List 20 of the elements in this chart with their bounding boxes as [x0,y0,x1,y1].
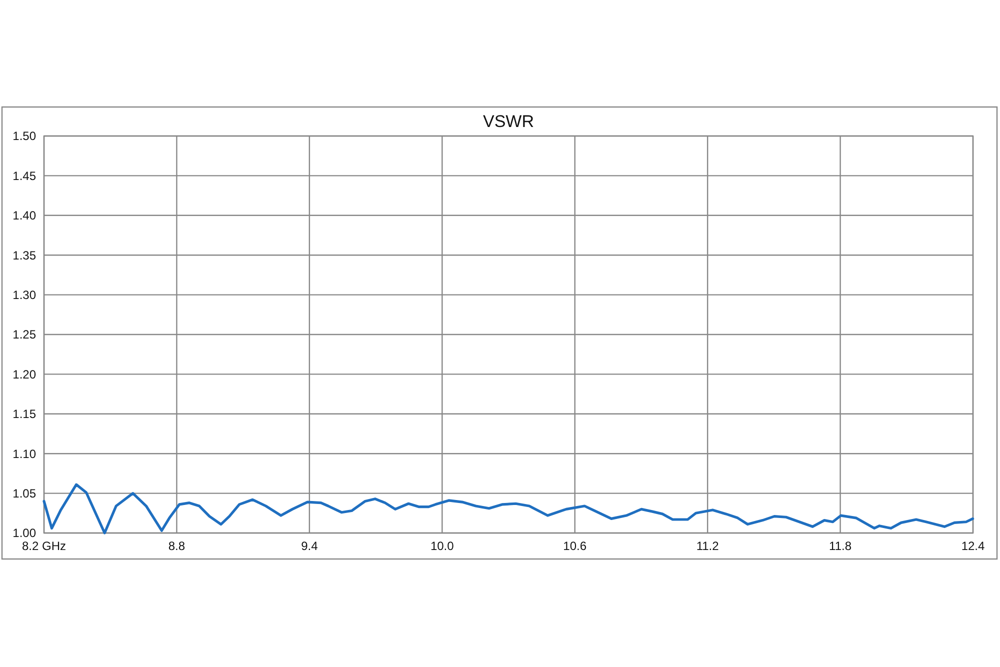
y-tick-label: 1.50 [12,129,36,144]
y-tick-label: 1.15 [12,407,36,422]
x-tick-label: 8.2 GHz [22,539,66,553]
y-tick-label: 1.35 [12,248,36,262]
y-tick-label: 1.25 [12,328,36,342]
x-tick-label: 11.8 [829,539,852,553]
x-tick-label: 9.4 [301,539,318,553]
y-tick-label: 1.30 [12,288,36,302]
y-tick-label: 1.10 [12,446,36,461]
y-tick-label: 1.00 [12,526,36,540]
y-tick-label: 1.05 [12,486,36,500]
x-tick-label: 10.0 [430,539,454,553]
y-tick-label: 1.20 [12,367,36,382]
x-tick-label: 11.2 [696,539,720,553]
x-tick-label: 12.4 [961,539,985,553]
y-tick-label: 1.45 [12,168,36,183]
y-tick-label: 1.40 [12,208,36,223]
chart-title: VSWR [483,112,534,131]
x-tick-label: 8.8 [168,539,186,553]
x-tick-label: 10.6 [563,539,587,553]
